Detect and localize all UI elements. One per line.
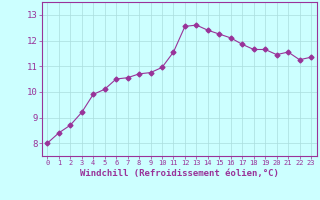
- X-axis label: Windchill (Refroidissement éolien,°C): Windchill (Refroidissement éolien,°C): [80, 169, 279, 178]
